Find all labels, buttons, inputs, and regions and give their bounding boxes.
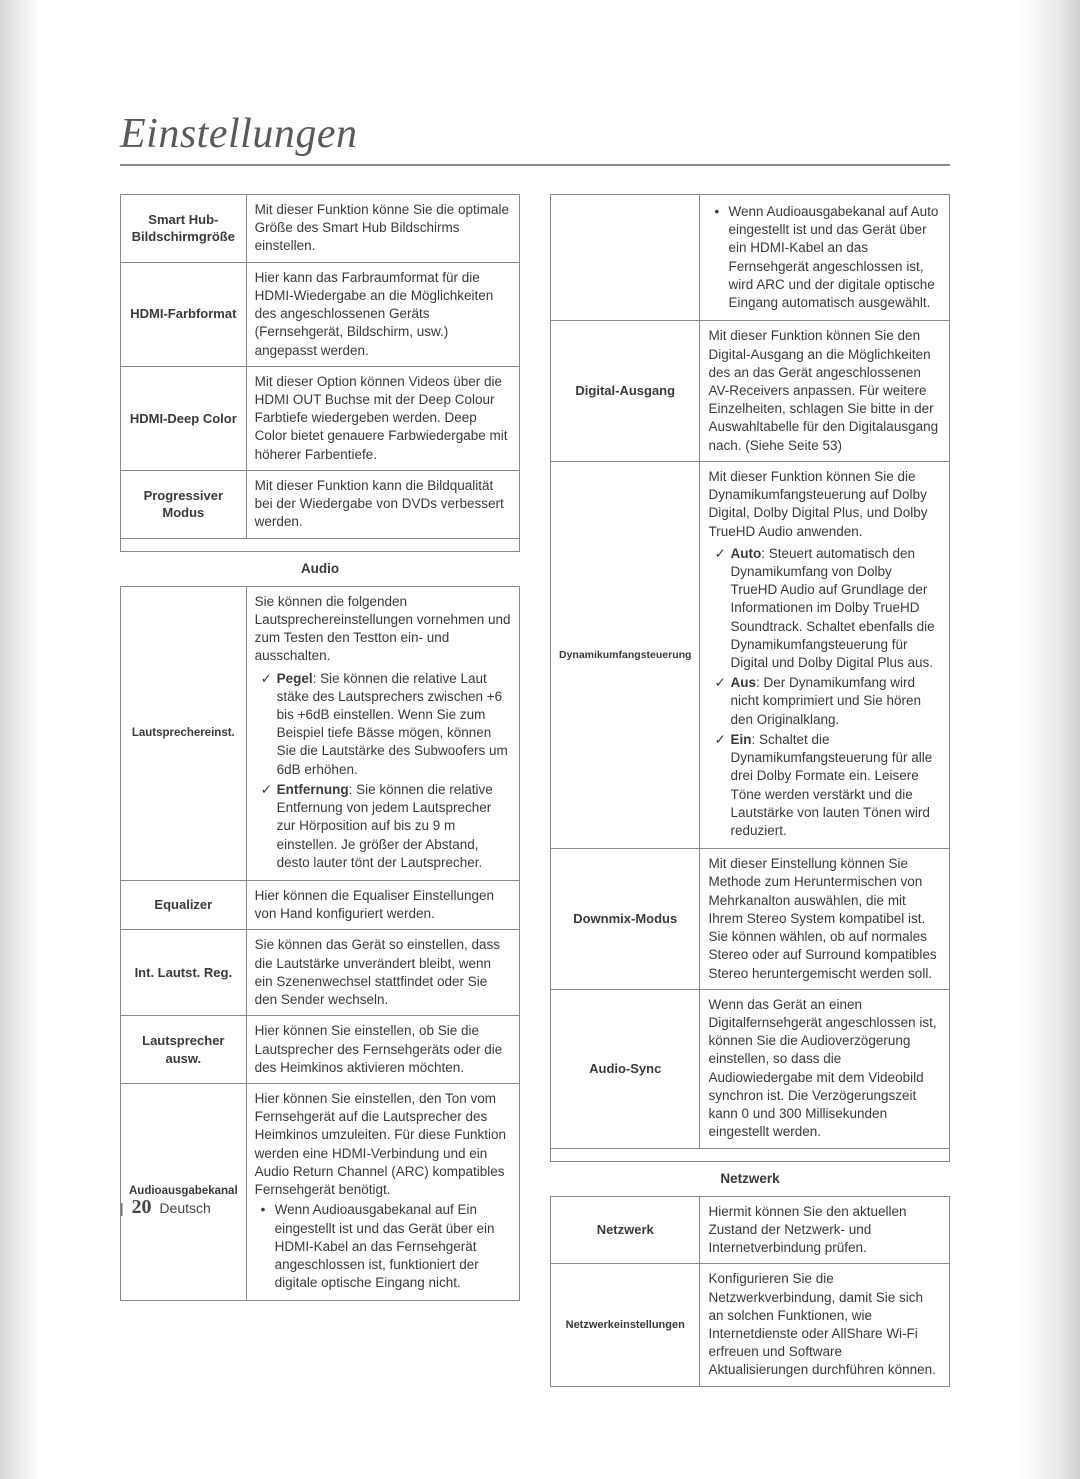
right-column: •Wenn Audioausgabekanal auf Auto eingest… xyxy=(550,194,950,1387)
table-row: Lautsprecher ausw.Hier können Sie einste… xyxy=(121,1016,520,1084)
row-label: Progressiver Modus xyxy=(121,470,247,538)
item-text: : Der Dynamikumfang wird nicht komprimie… xyxy=(730,675,921,726)
item-bold: Pegel xyxy=(277,671,313,686)
row-desc: Mit dieser Einstellung können Sie Method… xyxy=(700,849,950,990)
page-footer: | 20 Deutsch xyxy=(120,1196,211,1219)
row-label: Int. Lautst. Reg. xyxy=(121,930,247,1016)
row-label: Audioausgabekanal xyxy=(121,1083,247,1300)
row-desc: Hier können Sie einstellen, ob Sie die L… xyxy=(246,1016,519,1084)
table-row: Downmix-ModusMit dieser Einstellung könn… xyxy=(551,849,950,990)
item-text: : Schaltet die Dynamikumfangsteuerung fü… xyxy=(730,732,932,838)
sub-list: ✓Pegel: Sie können die relative Laut stä… xyxy=(255,670,511,872)
settings-table-left: Smart Hub-BildschirmgrößeMit dieser Funk… xyxy=(120,194,520,1301)
row-desc: Wenn das Gerät an einen Digitalfernsehge… xyxy=(700,989,950,1148)
sub-list: ✓Auto: Steuert automatisch den Dynamikum… xyxy=(708,545,941,841)
item-bold: Ein xyxy=(730,732,751,747)
section-header-row: Netzwerk xyxy=(551,1161,950,1196)
check-icon: ✓ xyxy=(261,670,277,779)
table-row: •Wenn Audioausgabekanal auf Auto eingest… xyxy=(551,195,950,321)
row-label-empty xyxy=(551,195,700,321)
check-icon: ✓ xyxy=(714,731,730,840)
table-row: Audioausgabekanal Hier können Sie einste… xyxy=(121,1083,520,1300)
table-row: Audio-SyncWenn das Gerät an einen Digita… xyxy=(551,989,950,1148)
row-desc: Hier kann das Farbraumformat für die HDM… xyxy=(246,262,519,366)
row-label: Lautsprecher ausw. xyxy=(121,1016,247,1084)
check-icon: ✓ xyxy=(261,781,277,872)
section-header-row: Audio xyxy=(121,551,520,586)
row-desc: Mit dieser Option können Videos über die… xyxy=(246,366,519,470)
row-label: Audio-Sync xyxy=(551,989,700,1148)
table-row: NetzwerkHiermit können Sie den aktuellen… xyxy=(551,1196,950,1264)
desc-intro: Hier können Sie einstellen, den Ton vom … xyxy=(255,1091,506,1197)
row-label: Netzwerk xyxy=(551,1196,700,1264)
row-label: HDMI-Deep Color xyxy=(121,366,247,470)
row-label: Digital-Ausgang xyxy=(551,321,700,462)
desc-intro: Sie können die folgenden Lautsprecherein… xyxy=(255,594,511,664)
item-text: Wenn Audioausgabekanal auf Ein eingestel… xyxy=(275,1201,511,1292)
row-desc: Hier können die Equaliser Einstellungen … xyxy=(246,881,519,930)
row-label: Netzwerkeinstellungen xyxy=(551,1264,700,1386)
item-text: : Steuert automatisch den Dynamikumfang … xyxy=(730,546,934,670)
check-icon: ✓ xyxy=(714,545,730,673)
row-label: Smart Hub-Bildschirmgröße xyxy=(121,195,247,263)
row-desc: Konfigurieren Sie die Netzwerkverbindung… xyxy=(700,1264,950,1386)
table-row: HDMI-FarbformatHier kann das Farbraumfor… xyxy=(121,262,520,366)
list-item: ✓Auto: Steuert automatisch den Dynamikum… xyxy=(714,545,941,673)
table-row: Progressiver ModusMit dieser Funktion ka… xyxy=(121,470,520,538)
section-gap xyxy=(121,538,520,551)
table-row: EqualizerHier können die Equaliser Einst… xyxy=(121,881,520,930)
row-desc: Mit dieser Funktion kann die Bildqualitä… xyxy=(246,470,519,538)
item-text: : Sie können die relative Laut stäke des… xyxy=(277,671,508,777)
page-title: Einstellungen xyxy=(120,110,950,166)
columns: Smart Hub-BildschirmgrößeMit dieser Funk… xyxy=(120,194,950,1387)
row-label: Downmix-Modus xyxy=(551,849,700,990)
table-row: Digital-AusgangMit dieser Funktion könne… xyxy=(551,321,950,462)
table-row: Smart Hub-BildschirmgrößeMit dieser Funk… xyxy=(121,195,520,263)
list-item: ✓Pegel: Sie können die relative Laut stä… xyxy=(261,670,511,779)
row-desc: Mit dieser Funktion könne Sie die optima… xyxy=(246,195,519,263)
section-gap xyxy=(551,1148,950,1161)
settings-table-right: •Wenn Audioausgabekanal auf Auto eingest… xyxy=(550,194,950,1387)
item-bold: Auto xyxy=(730,546,761,561)
page-number: 20 xyxy=(132,1196,152,1218)
list-item: ✓Aus: Der Dynamikumfang wird nicht kompr… xyxy=(714,674,941,729)
row-desc: Hier können Sie einstellen, den Ton vom … xyxy=(246,1083,519,1300)
row-desc: •Wenn Audioausgabekanal auf Auto eingest… xyxy=(700,195,950,321)
row-desc: Mit dieser Funktion können Sie den Digit… xyxy=(700,321,950,462)
page-language: Deutsch xyxy=(159,1200,210,1216)
page-content: Einstellungen Smart Hub-BildschirmgrößeM… xyxy=(120,110,950,1387)
table-row: HDMI-Deep ColorMit dieser Option können … xyxy=(121,366,520,470)
table-row: Dynamikumfangsteuerung Mit dieser Funkti… xyxy=(551,461,950,848)
row-desc: Hiermit können Sie den aktuellen Zustand… xyxy=(700,1196,950,1264)
item-bold: Aus xyxy=(730,675,756,690)
row-label: HDMI-Farbformat xyxy=(121,262,247,366)
bullet-icon: • xyxy=(261,1201,275,1292)
list-item: ✓Ein: Schaltet die Dynamikumfangsteuerun… xyxy=(714,731,941,840)
row-label: Dynamikumfangsteuerung xyxy=(551,461,700,848)
list-item: •Wenn Audioausgabekanal auf Auto eingest… xyxy=(714,203,941,312)
table-row: NetzwerkeinstellungenKonfigurieren Sie d… xyxy=(551,1264,950,1386)
row-label: Equalizer xyxy=(121,881,247,930)
list-item: •Wenn Audioausgabekanal auf Ein eingeste… xyxy=(261,1201,511,1292)
check-icon: ✓ xyxy=(714,674,730,729)
network-header: Netzwerk xyxy=(551,1161,950,1196)
item-text: Wenn Audioausgabekanal auf Auto eingeste… xyxy=(728,203,941,312)
item-bold: Entfernung xyxy=(277,782,349,797)
row-desc: Sie können das Gerät so einstellen, dass… xyxy=(246,930,519,1016)
audio-header: Audio xyxy=(121,551,520,586)
desc-intro: Mit dieser Funktion können Sie die Dynam… xyxy=(708,469,927,539)
table-row: Lautsprechereinst. Sie können die folgen… xyxy=(121,586,520,880)
row-desc: Mit dieser Funktion können Sie die Dynam… xyxy=(700,461,950,848)
row-label: Lautsprechereinst. xyxy=(121,586,247,880)
table-row: Int. Lautst. Reg.Sie können das Gerät so… xyxy=(121,930,520,1016)
bullet-icon: • xyxy=(714,203,728,312)
list-item: ✓Entfernung: Sie können die relative Ent… xyxy=(261,781,511,872)
row-desc: Sie können die folgenden Lautsprecherein… xyxy=(246,586,519,880)
